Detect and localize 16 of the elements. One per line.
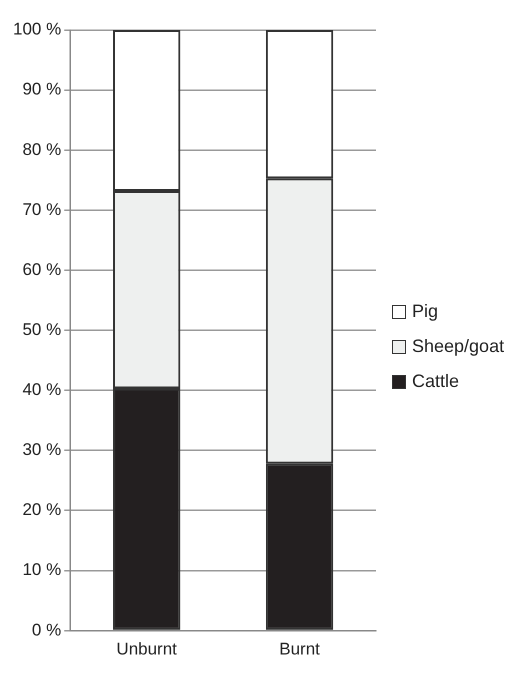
y-tick-label: 20 % — [22, 500, 62, 520]
y-tick-label: 40 % — [22, 380, 62, 400]
y-tick-label: 100 % — [13, 20, 62, 39]
x-tick-label: Unburnt — [116, 639, 178, 658]
y-tick-label: 10 % — [22, 560, 62, 580]
y-tick-label: 70 % — [22, 200, 62, 219]
legend-label: Cattle — [412, 371, 460, 392]
y-tick-label: 50 % — [22, 320, 62, 339]
y-tick-label: 0 % — [32, 620, 62, 640]
y-tick-label: 60 % — [22, 260, 62, 279]
legend-label: Pig — [412, 301, 438, 322]
y-tick-label: 80 % — [22, 140, 62, 159]
legend-label: Sheep/goat — [412, 336, 504, 357]
y-tick-label: 90 % — [22, 80, 62, 99]
y-tick-label: 30 % — [22, 440, 62, 460]
x-tick-label: Burnt — [279, 639, 320, 658]
